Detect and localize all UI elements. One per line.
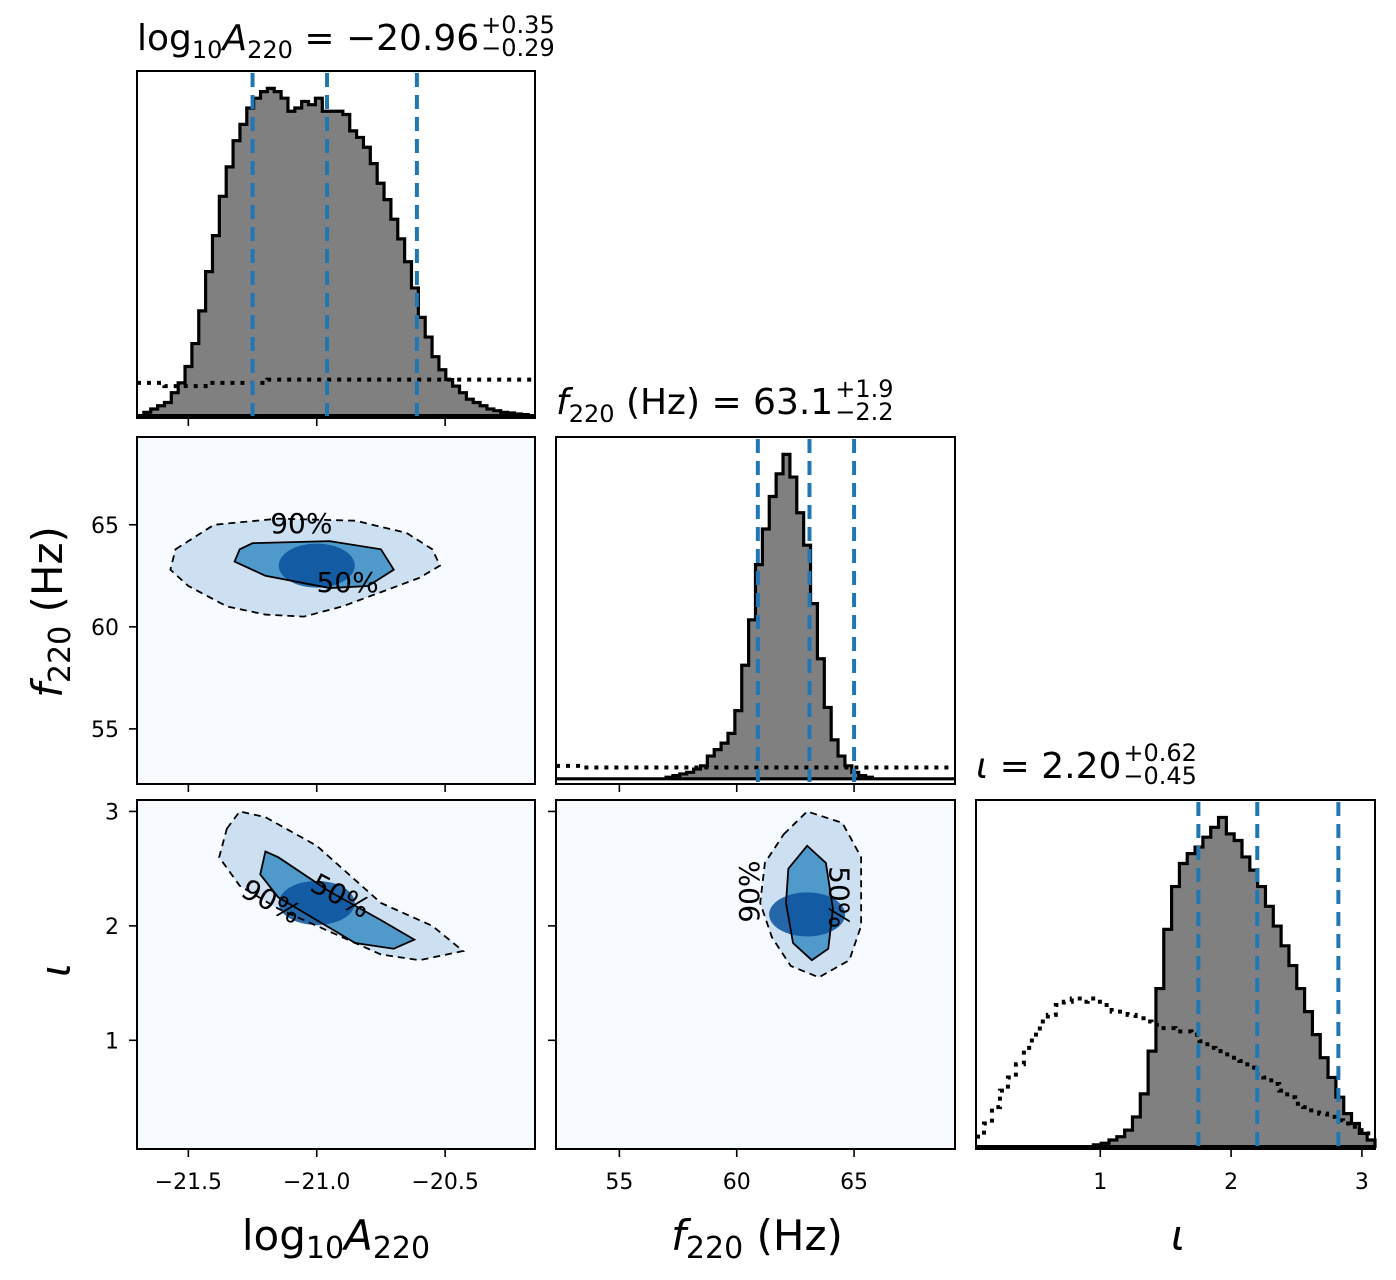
xlabel-iota: ι — [1171, 1211, 1185, 1260]
panel-title-logA: log10A220 = −20.96 — [137, 18, 479, 64]
ytick-label-f-0: 55 — [91, 718, 119, 743]
xtick-label-iota-0: 1 — [1093, 1170, 1107, 1195]
xtick-label-f-1: 60 — [723, 1170, 751, 1195]
panel-frame-1-2 — [555, 799, 956, 1150]
contour-50-logA-f — [233, 540, 396, 589]
ytick-label-f-1: 60 — [91, 616, 119, 641]
panel-frames — [129, 70, 1376, 1157]
xtick-label-logA-2: −20.5 — [411, 1170, 478, 1195]
panel-title-minus-iota: −0.45 — [1123, 762, 1197, 790]
ytick-label-iota-1: 2 — [105, 915, 119, 940]
density-outer-logA-iota — [219, 811, 464, 961]
panel-frame-0-0 — [136, 70, 536, 419]
xtick-label-logA-0: −21.5 — [155, 1170, 222, 1195]
panel-title-plus-iota: +0.62 — [1123, 739, 1197, 767]
density-background-logA-f — [137, 437, 535, 784]
posterior-histogram-iota — [976, 815, 1377, 1149]
ytick-label-iota-2: 3 — [105, 800, 119, 825]
contour-label-logA-f-1: 50% — [316, 566, 378, 599]
ytick-label-f-2: 65 — [91, 514, 119, 539]
density-peak-f-iota — [769, 892, 846, 937]
density-background-logA-iota — [137, 800, 535, 1149]
panel-frame-2-2 — [975, 799, 1376, 1150]
xtick-label-iota-1: 2 — [1224, 1170, 1238, 1195]
panel-frame-0-1 — [136, 436, 536, 785]
panel-title-plus-logA: +0.35 — [481, 11, 555, 39]
contour-50-logA-iota — [259, 850, 417, 950]
panel-frame-1-1 — [555, 436, 956, 785]
density-peak-logA-iota — [278, 880, 355, 925]
prior-histogram-f — [556, 763, 955, 770]
density-peak-logA-f — [278, 543, 355, 588]
xtick-label-iota-2: 3 — [1355, 1170, 1369, 1195]
contour-90-logA-f — [169, 517, 442, 618]
chart-marks — [137, 73, 1377, 1149]
ytick-label-iota-0: 1 — [105, 1029, 119, 1054]
xtick-label-logA-1: −21.0 — [283, 1170, 350, 1195]
contour-label-f-iota-0: 90% — [733, 860, 766, 922]
xtick-label-f-0: 55 — [605, 1170, 633, 1195]
chart-text: 90%50%90%50% 90% 50%−21.5 −21.0 −20.5 55 60 65 1… — [23, 11, 1369, 1266]
panel-title-minus-logA: −0.29 — [481, 34, 555, 62]
contour-90-f-iota — [759, 810, 863, 979]
panel-title-iota: ι = 2.20 — [976, 746, 1121, 787]
xtick-label-f-2: 65 — [840, 1170, 868, 1195]
contour-50-f-iota — [785, 844, 834, 962]
contour-90-logA-iota — [218, 810, 466, 962]
panel-backgrounds — [137, 437, 955, 1149]
ylabel-f220: f220 (Hz) — [23, 526, 78, 698]
panel-title-f: f220 (Hz) = 63.1 — [556, 382, 833, 428]
panel-title-plus-f: +1.9 — [835, 375, 893, 403]
posterior-histogram-f — [556, 452, 955, 781]
xlabel-f220: f220 (Hz) — [671, 1211, 843, 1266]
xlabel-log10A220: log10A220 — [242, 1211, 430, 1266]
density-background-f-iota — [556, 800, 955, 1149]
panel-title-minus-f: −2.2 — [835, 398, 893, 426]
posterior-histogram-logA — [137, 86, 535, 418]
ylabel-iota: ι — [31, 963, 80, 977]
panel-frame-0-2 — [136, 799, 536, 1150]
contour-label-logA-f-0: 90% — [270, 507, 332, 540]
contour-label-f-iota-1: 50% — [823, 866, 856, 928]
